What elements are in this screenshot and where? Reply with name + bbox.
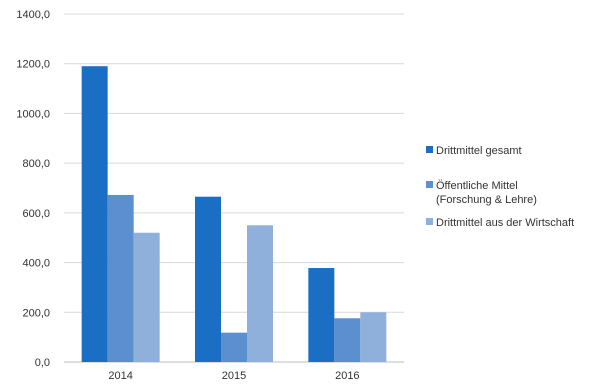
legend-label: Öffentliche Mittel	[436, 180, 518, 192]
legend-label: Drittmittel gesamt	[436, 145, 522, 157]
y-tick-label: 400,0	[22, 258, 50, 270]
y-tick-label: 1200,0	[16, 59, 50, 71]
y-tick-label: 600,0	[22, 208, 50, 220]
y-tick-label: 800,0	[22, 158, 50, 170]
bar-1-2015	[195, 196, 221, 362]
legend-label: Drittmittel aus der Wirtschaft	[436, 217, 574, 229]
bar-1-2016	[308, 268, 335, 362]
y-tick-label: 1000,0	[16, 108, 50, 120]
bar-3-2016	[360, 312, 387, 362]
bar-2-2014	[107, 194, 134, 362]
bar-3-2015	[247, 225, 273, 362]
x-tick-label: 2015	[222, 370, 246, 382]
bar-1-2014	[81, 66, 108, 362]
bar-3-2014	[133, 232, 160, 362]
legend-swatch-2	[426, 181, 433, 188]
x-tick-label: 2014	[108, 370, 132, 382]
legend-swatch-1	[426, 146, 433, 153]
x-tick-label: 2016	[335, 370, 359, 382]
bar-2-2015	[221, 332, 247, 362]
y-tick-label: 1400,0	[16, 9, 50, 21]
y-tick-label: 200,0	[22, 307, 50, 319]
legend-label: (Forschung & Lehre)	[436, 194, 537, 206]
y-tick-label: 0,0	[35, 357, 50, 369]
bar-2-2016	[334, 318, 361, 362]
legend-swatch-3	[426, 218, 433, 225]
